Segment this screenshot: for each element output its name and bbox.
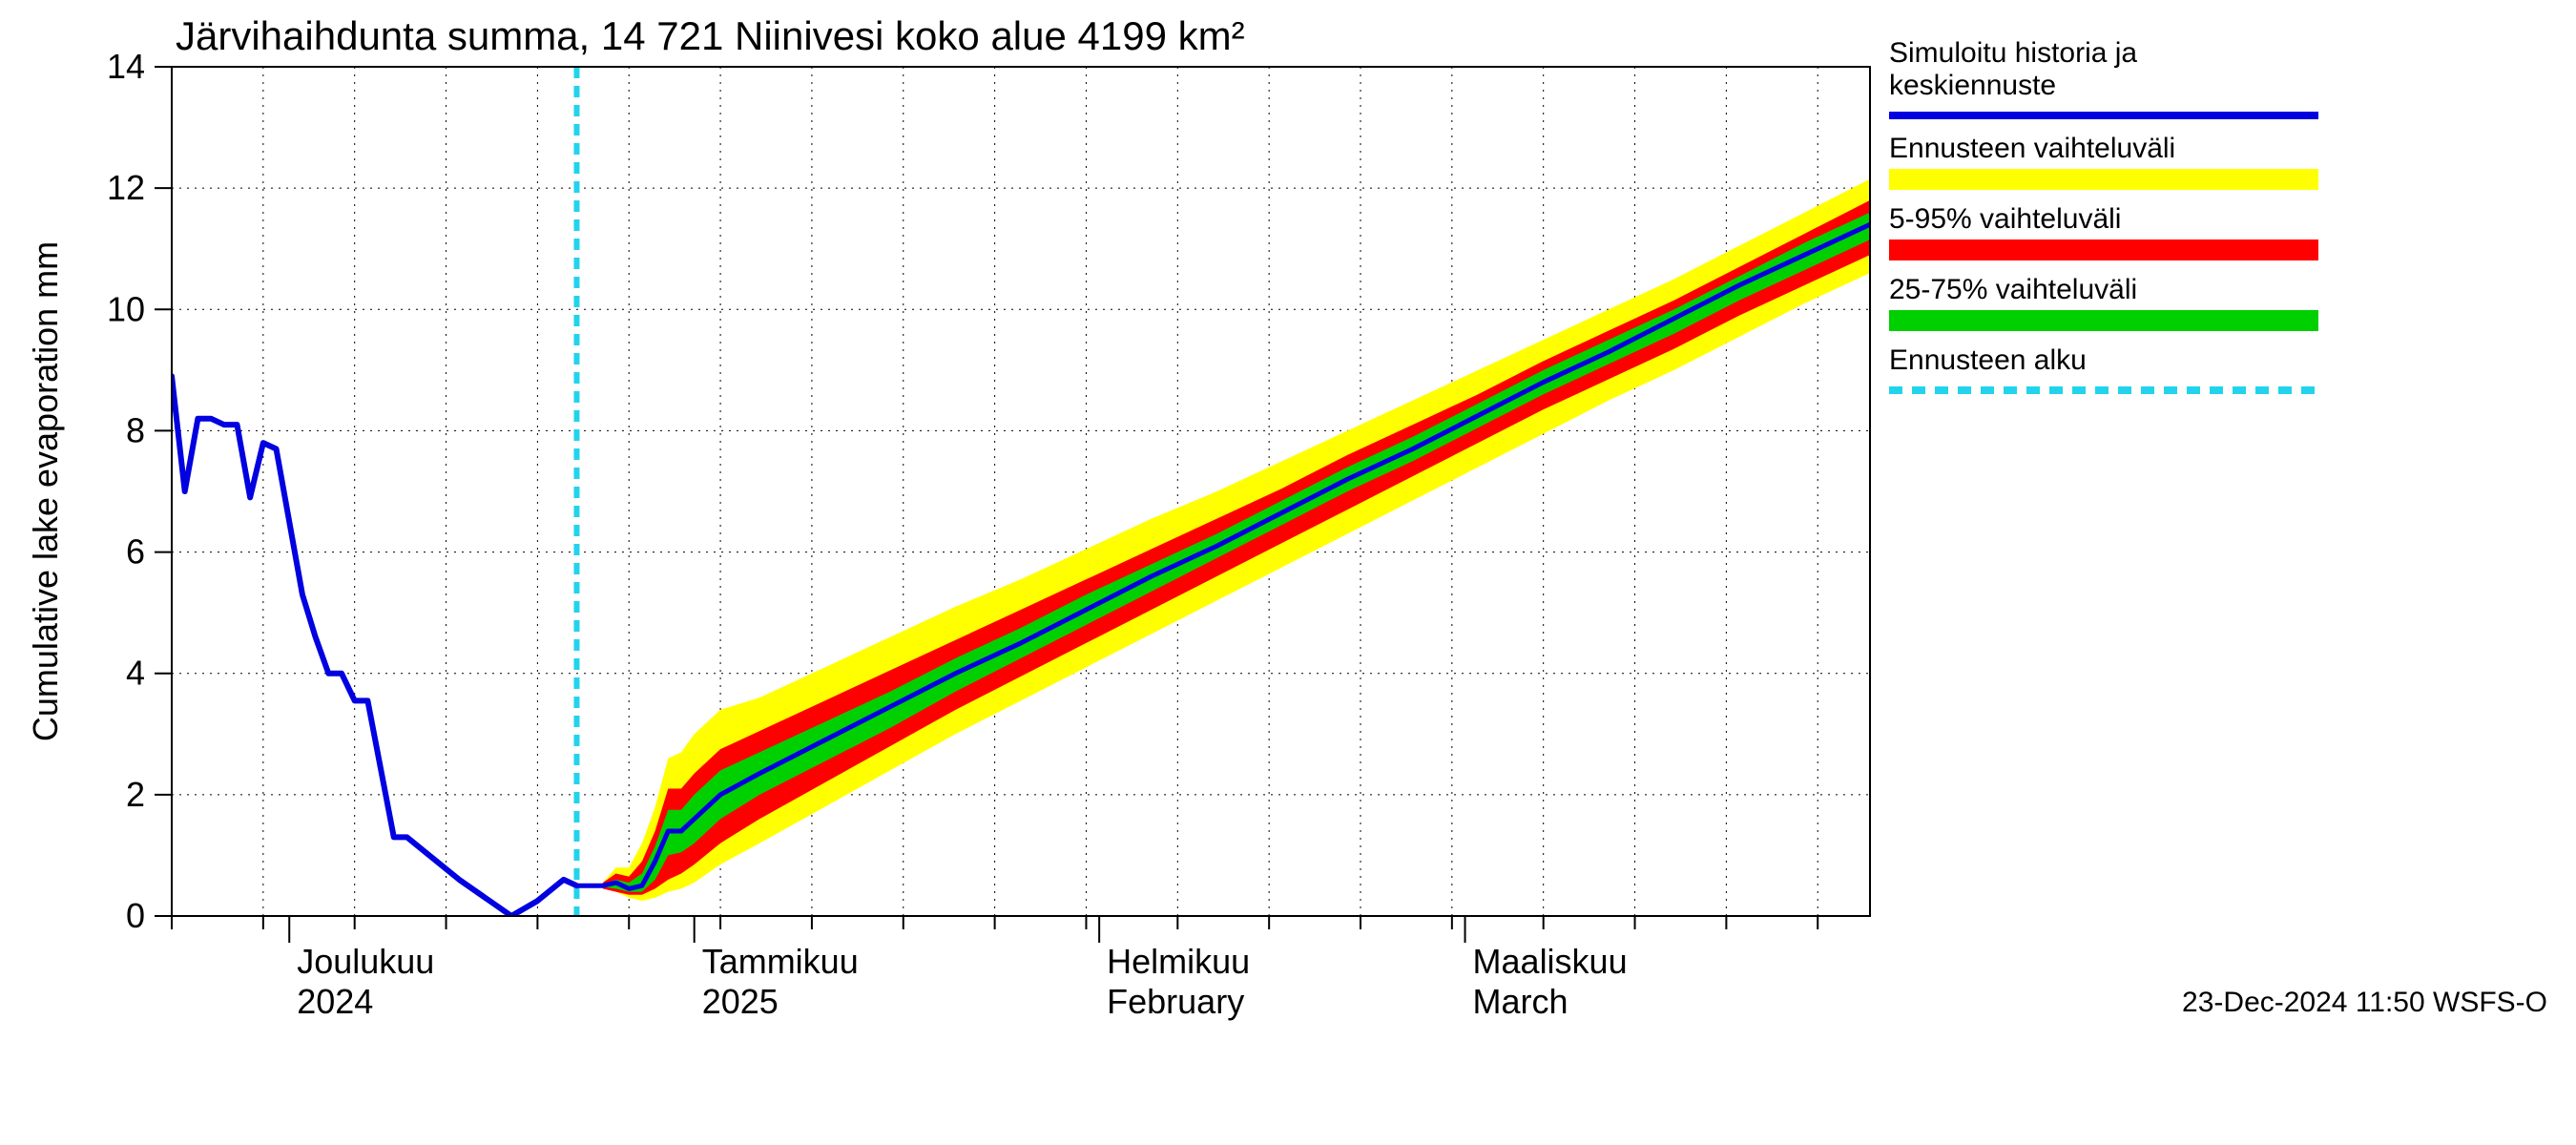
legend-label: Simuloitu historia ja [1889, 37, 2137, 69]
footer-timestamp: 23-Dec-2024 11:50 WSFS-O [2182, 987, 2547, 1018]
legend-label: Ennusteen vaihteluväli [1889, 133, 2175, 164]
x-month-sublabel: 2025 [702, 982, 779, 1021]
legend-label: Ennusteen alku [1889, 344, 2087, 376]
x-month-label: Joulukuu [297, 942, 434, 981]
y-tick-label: 0 [126, 896, 145, 935]
y-tick-label: 12 [107, 168, 145, 207]
y-tick-label: 14 [107, 47, 145, 86]
x-month-label: Maaliskuu [1473, 942, 1628, 981]
y-tick-label: 10 [107, 289, 145, 328]
chart-container: 0 2 4 6 8 10 12 14 Joulukuu2024 Tammikuu2025 Helmi… [0, 0, 2576, 1145]
chart-title-text: Järvihaihdunta summa, 14 721 Niinivesi k… [176, 13, 1245, 58]
x-month-sublabel: March [1473, 982, 1568, 1021]
x-month-label: Helmikuu [1107, 942, 1250, 981]
x-month-sublabel: 2024 [297, 982, 373, 1021]
y-tick-label: 6 [126, 532, 145, 572]
legend-label: 5-95% vaihteluväli [1889, 203, 2121, 235]
x-month-label: Tammikuu [702, 942, 859, 981]
y-tick-label: 4 [126, 654, 145, 693]
y-axis-label-text: Cumulative lake evaporation mm [26, 241, 65, 741]
legend-label: keskiennuste [1889, 70, 2056, 101]
legend-label: 25-75% vaihteluväli [1889, 274, 2137, 305]
x-month-sublabel: February [1107, 982, 1244, 1021]
y-tick-label: 2 [126, 775, 145, 814]
y-tick-label: 8 [126, 410, 145, 449]
forecast-chart: 0 2 4 6 8 10 12 14 Joulukuu2024 Tammikuu2025 Helmi… [0, 0, 2576, 1145]
